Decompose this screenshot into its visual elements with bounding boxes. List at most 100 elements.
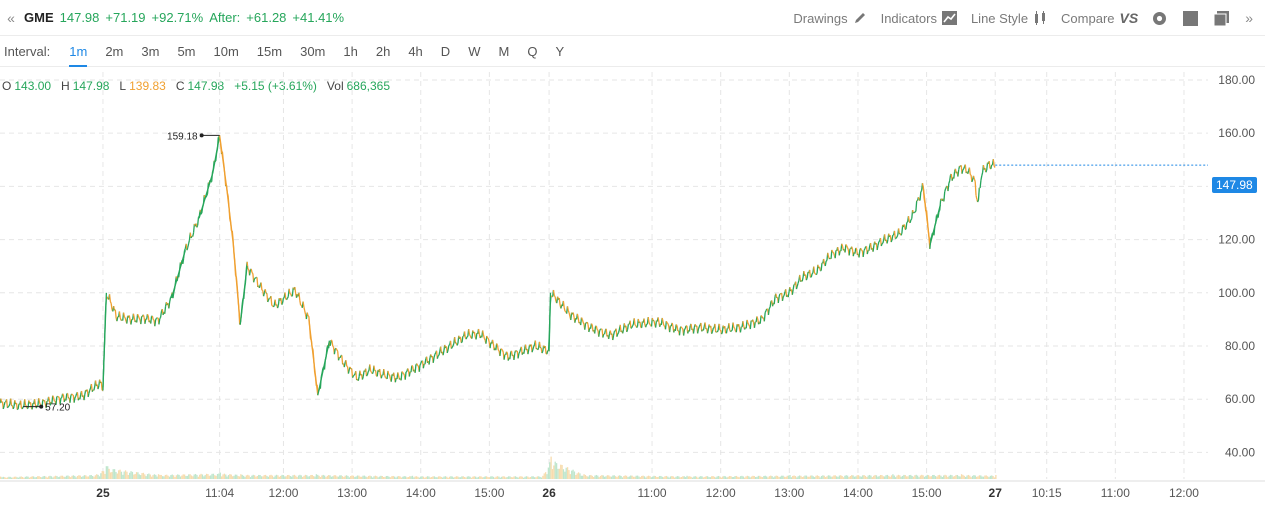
volume-bar xyxy=(904,475,906,479)
price-segment xyxy=(347,369,350,374)
volume-bar xyxy=(949,474,952,479)
volume-bar xyxy=(442,477,444,479)
volume-bar xyxy=(409,476,411,479)
settings-icon[interactable] xyxy=(1152,11,1167,26)
price-segment xyxy=(468,329,471,335)
volume-bar xyxy=(266,475,268,479)
price-segment xyxy=(73,397,76,403)
volume-bar xyxy=(886,474,889,479)
volume-bar xyxy=(897,474,900,479)
interval-tab-4h[interactable]: 4h xyxy=(408,43,423,59)
volume-bar xyxy=(764,475,766,479)
volume-bar xyxy=(746,475,749,479)
volume-bar xyxy=(825,477,827,479)
interval-tab-3m[interactable]: 3m xyxy=(141,43,160,59)
volume-bar xyxy=(713,476,716,479)
interval-tab-10m[interactable]: 10m xyxy=(213,43,239,59)
price-segment xyxy=(501,348,503,351)
interval-tab-5m[interactable]: 5m xyxy=(177,43,196,59)
volume-bar xyxy=(291,476,293,479)
price-segment xyxy=(433,354,436,358)
interval-tab-d[interactable]: D xyxy=(440,43,451,59)
price-chart[interactable]: 40.0060.0080.00100.00120.00140.00160.001… xyxy=(0,67,1265,506)
interval-tab-w[interactable]: W xyxy=(468,43,481,59)
volume-bar xyxy=(723,475,725,479)
volume-bar xyxy=(403,476,405,479)
indicators-button[interactable]: Indicators xyxy=(881,11,957,26)
price-segment xyxy=(159,311,163,318)
price-segment xyxy=(38,402,41,406)
price-segment xyxy=(854,247,857,254)
interval-tab-1h[interactable]: 1h xyxy=(343,43,358,59)
volume-bar xyxy=(576,473,578,479)
price-segment xyxy=(524,344,527,351)
volume-bar xyxy=(425,476,427,479)
price-segment xyxy=(640,321,644,328)
price-segment xyxy=(100,381,103,391)
price-segment xyxy=(837,246,840,252)
interval-tab-q[interactable]: Q xyxy=(527,43,538,59)
volume-bar xyxy=(171,474,173,479)
price-segment xyxy=(33,399,37,406)
double-chevron-left-icon[interactable]: « xyxy=(7,9,15,26)
volume-bar xyxy=(896,475,898,479)
interval-tab-2m[interactable]: 2m xyxy=(105,43,124,59)
volume-bar xyxy=(717,475,720,479)
volume-bar xyxy=(845,475,847,479)
price-segment xyxy=(967,170,970,174)
price-segment xyxy=(645,324,648,328)
price-segment xyxy=(509,352,512,360)
volume-bar xyxy=(803,476,805,479)
interval-tab-y[interactable]: Y xyxy=(555,43,565,59)
price-jump xyxy=(922,186,931,245)
price-segment xyxy=(566,306,569,311)
interval-tab-m[interactable]: M xyxy=(498,43,510,59)
volume-bar xyxy=(591,475,593,479)
price-segment xyxy=(503,354,506,360)
volume-bar xyxy=(841,475,843,479)
volume-bar xyxy=(292,475,294,479)
volume-bar xyxy=(72,475,75,479)
volume-bar xyxy=(323,475,326,479)
volume-bar xyxy=(623,476,625,479)
price-segment xyxy=(190,235,193,239)
screenshot-icon[interactable] xyxy=(1183,10,1199,26)
volume-bar xyxy=(260,476,263,479)
price-segment xyxy=(286,296,289,299)
volume-bar xyxy=(178,474,180,479)
compare-button[interactable]: Compare VS xyxy=(1061,10,1138,26)
price-segment xyxy=(993,165,996,168)
interval-tab-30m[interactable]: 30m xyxy=(300,43,326,59)
drawings-button[interactable]: Drawings xyxy=(793,11,866,26)
price-segment xyxy=(661,317,664,322)
volume-bar xyxy=(453,477,455,479)
high-label: H xyxy=(61,79,70,93)
volume-bar xyxy=(816,475,819,479)
volume-bar xyxy=(393,476,396,479)
volume-bar xyxy=(1,477,3,479)
volume-bar xyxy=(362,475,364,479)
volume-bar xyxy=(148,473,150,479)
volume-bar xyxy=(138,474,140,479)
interval-tab-1m[interactable]: 1m xyxy=(60,37,96,67)
volume-bar xyxy=(815,475,817,479)
line-style-button[interactable]: Line Style xyxy=(971,11,1047,26)
price-segment xyxy=(388,373,390,376)
price-segment xyxy=(599,328,601,331)
price-segment xyxy=(714,323,717,333)
price-segment xyxy=(523,348,526,354)
volume-bar xyxy=(726,477,728,479)
price-segment xyxy=(768,306,771,309)
volume-bar xyxy=(39,476,42,479)
low-value: 139.83 xyxy=(129,79,166,93)
interval-tab-15m[interactable]: 15m xyxy=(256,43,283,59)
double-chevron-right-icon[interactable]: » xyxy=(1245,10,1253,26)
interval-tab-2h[interactable]: 2h xyxy=(375,43,391,59)
price-segment xyxy=(469,335,472,339)
price-segment xyxy=(576,313,579,318)
volume-bar xyxy=(866,477,868,479)
copy-icon[interactable] xyxy=(1214,10,1230,26)
price-segment xyxy=(343,362,346,368)
volume-bar xyxy=(656,477,658,479)
price-segment xyxy=(284,292,287,300)
